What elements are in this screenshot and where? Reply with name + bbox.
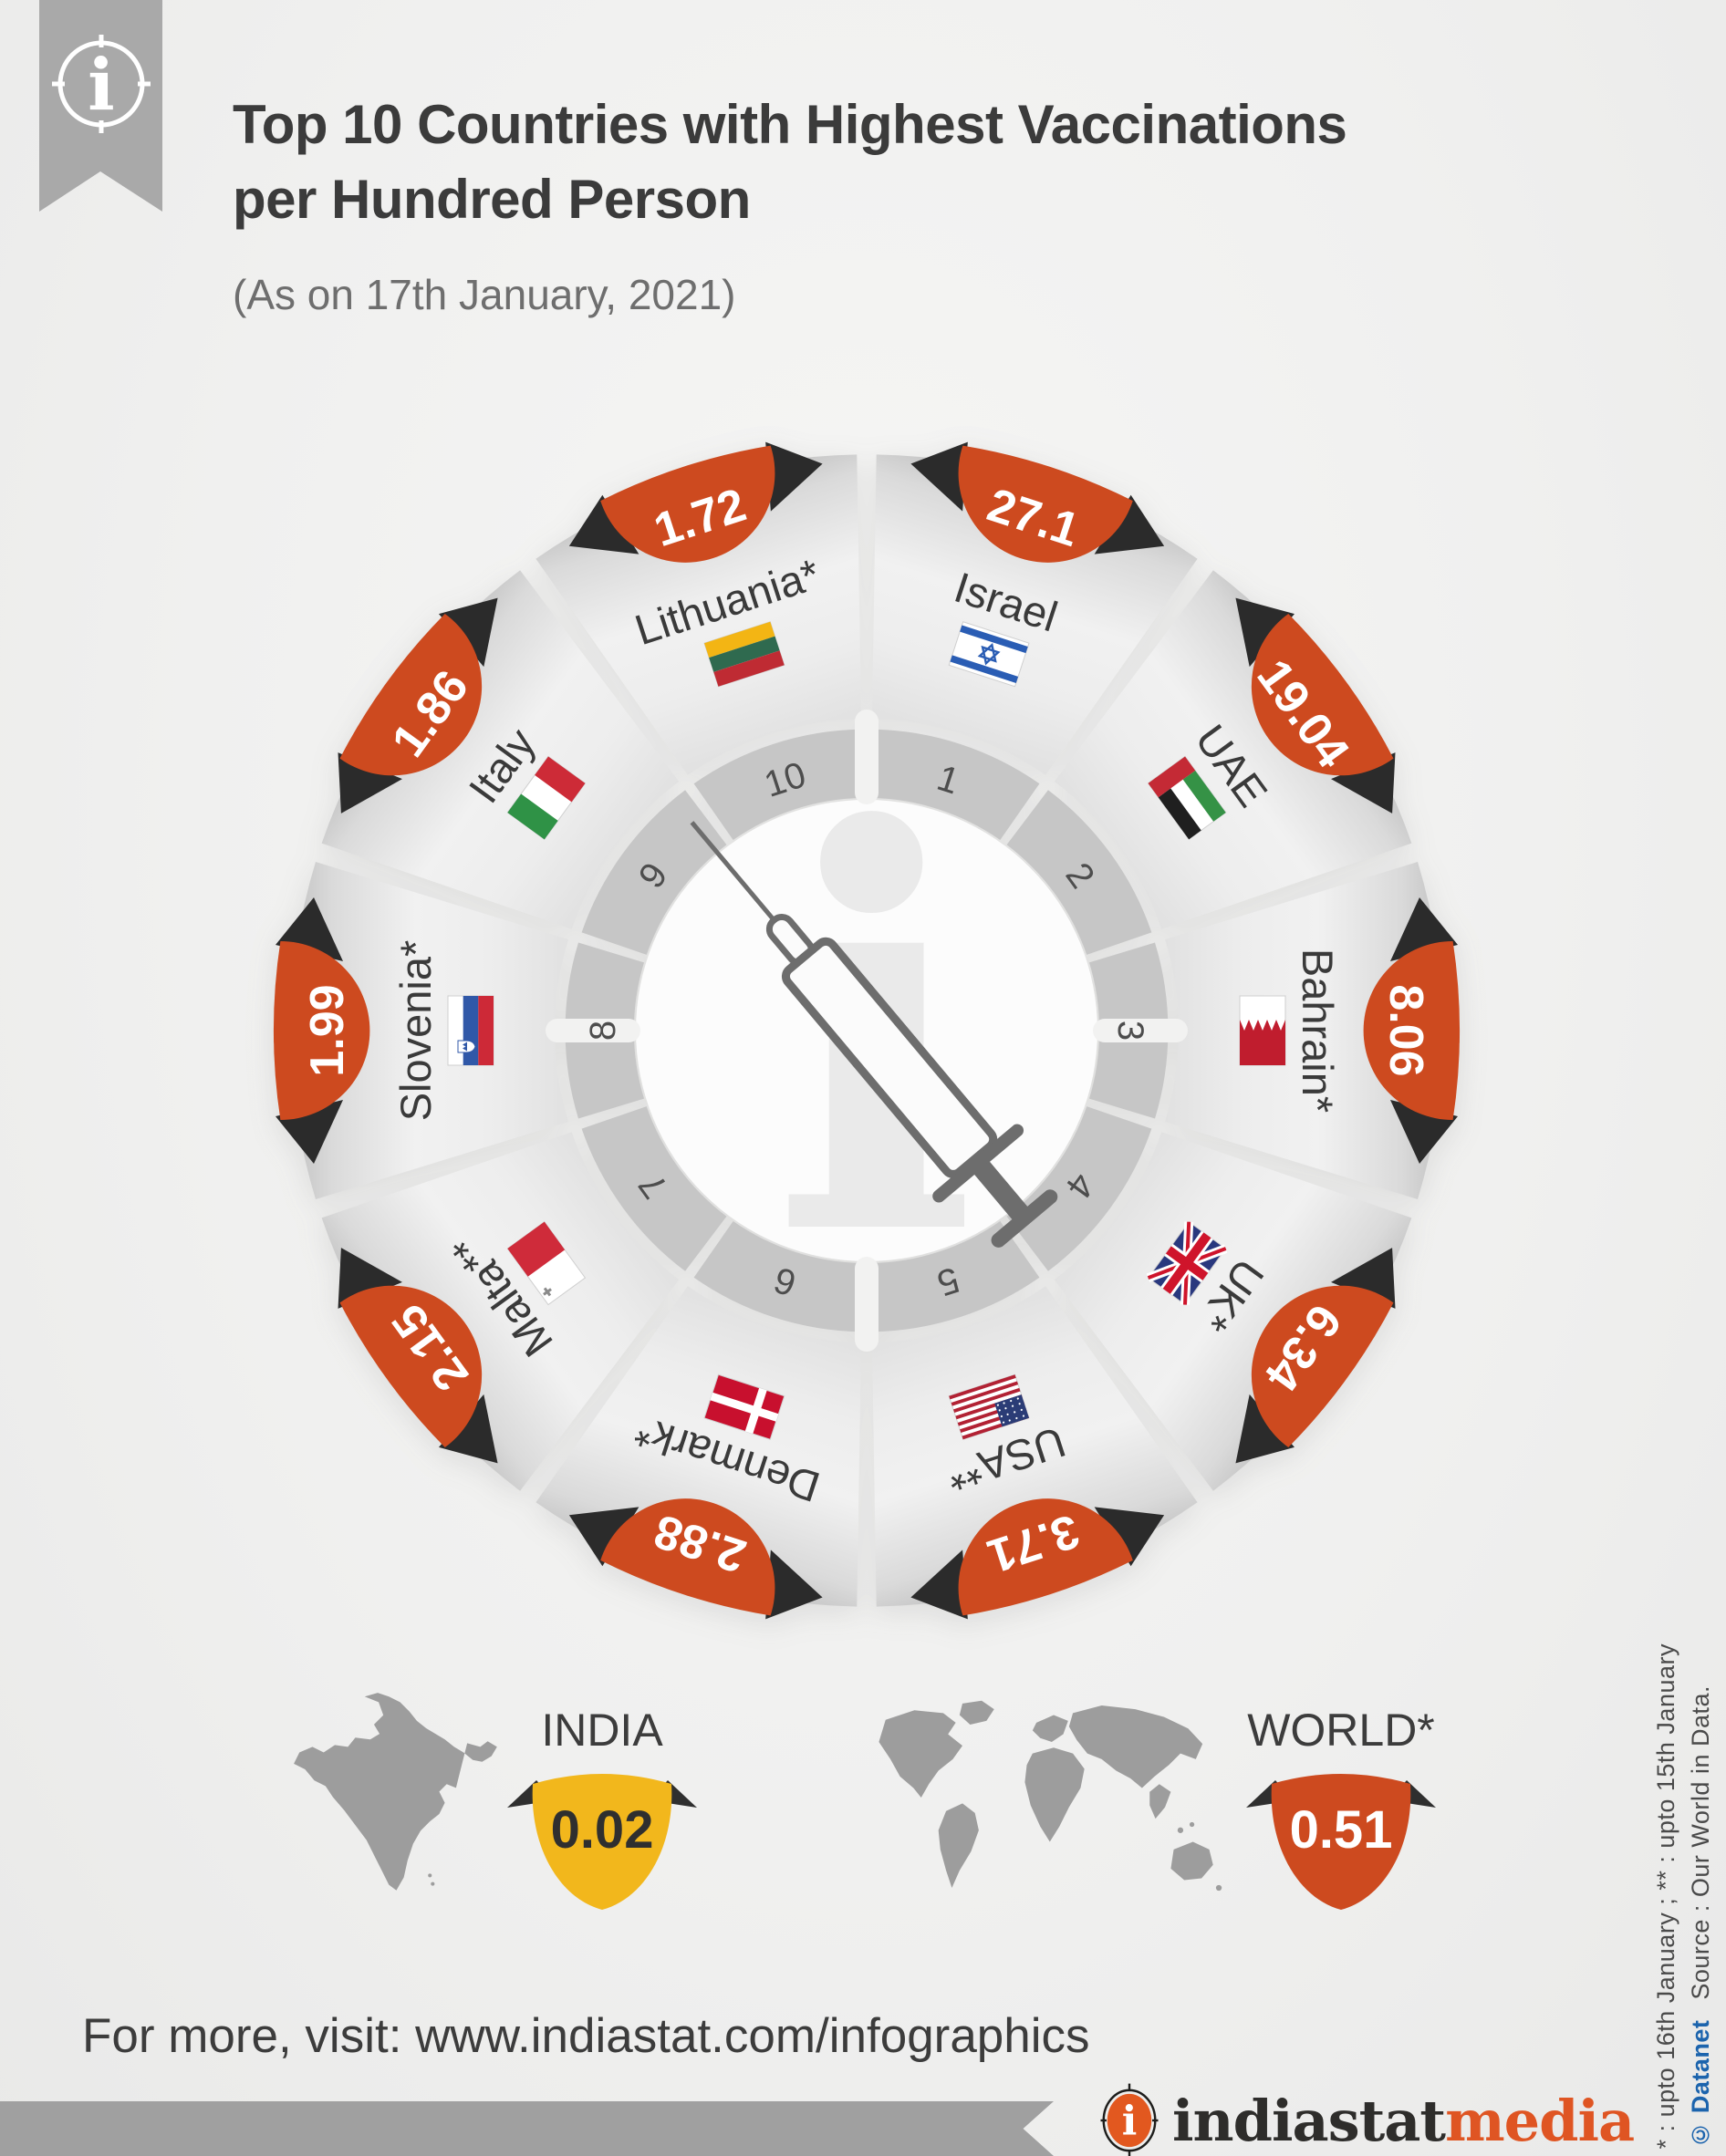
segment-rank: 8 [583, 1021, 623, 1041]
italy-flag-icon [506, 755, 587, 841]
wheel-segment-uae: 2 UAE 19.04 [1057, 597, 1396, 896]
world-map [879, 1700, 1222, 1892]
value-badge [958, 1498, 1133, 1616]
value-badge [600, 1498, 775, 1616]
malta-flag-icon [506, 1220, 587, 1306]
uk-flag-icon [1146, 1220, 1228, 1306]
value-badge [339, 1285, 483, 1447]
footer-ribbon-bar [0, 2101, 1054, 2156]
ribbon-shape [39, 0, 162, 212]
india-value-badge: 0.02 [507, 1774, 697, 1910]
world-label: WORLD* [1247, 1705, 1435, 1756]
info-target-icon [52, 35, 151, 133]
wheel-segment-italy: 9 Italy 1.86 [338, 597, 676, 896]
wheel-segments-geometry [290, 454, 1443, 1607]
israel-flag-icon [948, 621, 1030, 688]
denmark-flag-icon [703, 1373, 785, 1440]
visit-url-text: For more, visit: www.indiastat.com/infog… [82, 2009, 1090, 2063]
world-value: 0.51 [1290, 1800, 1393, 1860]
page-subtitle: (As on 17th January, 2021) [233, 271, 736, 318]
segment-country: Bahrain* [1294, 948, 1342, 1113]
india-map [294, 1693, 497, 1891]
segment-value: 1.99 [301, 984, 354, 1076]
india-value: 0.02 [551, 1800, 654, 1860]
info-i-glyph: i [88, 44, 115, 127]
brand-main: indiastat [1172, 2087, 1446, 2154]
copyright-datanet: © Datanet [1687, 2019, 1714, 2149]
segment-country: Slovenia* [391, 940, 440, 1122]
segment-value: 8.06 [1379, 984, 1432, 1076]
value-badge [273, 941, 370, 1120]
syringe-icon [690, 821, 1058, 1248]
wheel-segment-slovenia: 8 Slovenia* 1.99 [273, 897, 623, 1164]
world-value-badge: 0.51 [1246, 1774, 1436, 1910]
indiastat-target-icon: i [1100, 2083, 1159, 2156]
lithuania-flag-icon [703, 621, 785, 688]
brand-suffix: media [1445, 2087, 1635, 2154]
vaccination-wheel-chart: i 1 Israel 27.1 [273, 441, 1461, 1620]
title-line-2: per Hundred Person [233, 169, 751, 230]
value-badge [958, 445, 1133, 563]
brand-i-glyph: i [1122, 2098, 1138, 2144]
wheel-segment-bahrain: 3 Bahrain* 8.06 [1110, 897, 1461, 1164]
footnote-source: © Datanet Source : Our World in Data. [1687, 1685, 1715, 2149]
value-badge [1251, 1285, 1394, 1447]
usa-flag-icon [948, 1373, 1030, 1440]
india-label: INDIA [541, 1705, 663, 1756]
source-text: Source : Our World in Data. [1687, 1685, 1714, 2000]
page-title: Top 10 Countries with Highest Vaccinatio… [233, 88, 1347, 237]
slovenia-flag-icon [447, 995, 494, 1066]
value-badge [339, 614, 483, 776]
wheel-segment-uk: 4 UK* 6.34 [1057, 1166, 1396, 1464]
brand-wordmark: indiastatmedia [1172, 2087, 1635, 2154]
value-badge [1251, 614, 1394, 776]
title-line-1: Top 10 Countries with Highest Vaccinatio… [233, 94, 1347, 155]
value-badge [1363, 941, 1461, 1120]
uae-flag-icon [1147, 755, 1227, 841]
segment-rank: 3 [1110, 1021, 1150, 1041]
ribbon-bookmark: i [39, 0, 162, 212]
brand-logo: i indiastatmedia [1099, 2082, 1635, 2156]
footnote-dates: * : upto 16th January ; ** : upto 15th J… [1652, 1643, 1679, 2149]
cardinal-ticks [546, 710, 1188, 1352]
value-badge [600, 445, 775, 563]
bahrain-flag-icon [1239, 995, 1286, 1066]
